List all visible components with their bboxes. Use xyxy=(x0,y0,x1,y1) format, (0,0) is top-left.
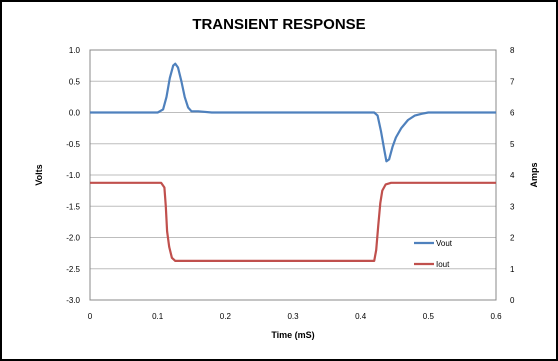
y-right-tick-label: 6 xyxy=(510,109,515,118)
y-left-tick-label: -2.0 xyxy=(66,234,80,243)
y-right-tick-label: 4 xyxy=(510,171,515,180)
y-right-tick-label: 8 xyxy=(510,46,515,55)
chart-title: TRANSIENT RESPONSE xyxy=(192,16,366,33)
y-right-tick-label: 2 xyxy=(510,234,515,243)
y-left-ticks: 1.0 0.5 0.0 -0.5 -1.0 -1.5 -2.0 -2.5 -3.0 xyxy=(66,46,80,305)
y-left-axis-label: Volts xyxy=(34,164,44,185)
series-line-iout xyxy=(90,181,496,262)
y-right-tick-label: 0 xyxy=(510,296,515,305)
legend-label-iout: Iout xyxy=(436,260,450,269)
x-tick-label: 0.4 xyxy=(355,312,367,321)
legend-label-vout: Vout xyxy=(436,239,453,248)
y-left-tick-label: -3.0 xyxy=(66,296,80,305)
y-right-tick-label: 1 xyxy=(510,265,515,274)
y-left-tick-label: 1.0 xyxy=(69,46,81,55)
y-left-tick-label: 0.0 xyxy=(69,109,81,118)
x-axis-label: Time (mS) xyxy=(271,330,314,340)
y-right-tick-label: 5 xyxy=(510,140,515,149)
x-tick-label: 0.5 xyxy=(423,312,435,321)
y-left-tick-label: -2.5 xyxy=(66,265,80,274)
x-ticks: 0 0.1 0.2 0.3 0.4 0.5 0.6 xyxy=(88,312,502,321)
x-tick-label: 0.6 xyxy=(490,312,502,321)
legend: Vout Iout xyxy=(414,239,453,269)
y-right-tick-label: 3 xyxy=(510,202,515,211)
y-right-tick-label: 7 xyxy=(510,77,515,86)
x-tick-label: 0 xyxy=(88,312,93,321)
x-tick-label: 0.2 xyxy=(220,312,232,321)
series-line-vout xyxy=(90,62,496,163)
plot-area xyxy=(89,49,497,301)
x-tick-label: 0.3 xyxy=(287,312,299,321)
series-group xyxy=(90,62,496,262)
y-left-tick-label: -1.0 xyxy=(66,171,80,180)
y-left-tick-label: -0.5 xyxy=(66,140,80,149)
y-left-tick-label: 0.5 xyxy=(69,77,81,86)
y-right-axis-label: Amps xyxy=(529,162,539,187)
y-right-ticks: 8 7 6 5 4 3 2 1 0 xyxy=(510,46,515,305)
x-tick-label: 0.1 xyxy=(152,312,164,321)
y-left-tick-label: -1.5 xyxy=(66,202,80,211)
